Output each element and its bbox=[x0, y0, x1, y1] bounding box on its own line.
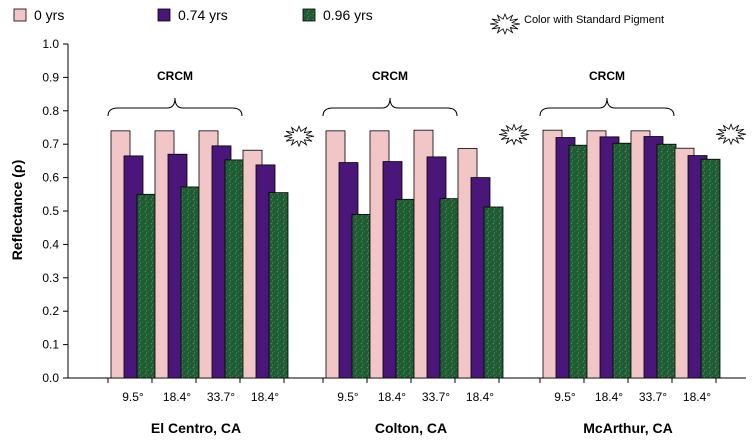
starburst-icon bbox=[283, 125, 315, 148]
group-label: McArthur, CA bbox=[583, 420, 672, 436]
x-tick-label: 9.5° bbox=[337, 390, 359, 404]
y-tick-label: 0.3 bbox=[42, 271, 59, 285]
bar-096yrs bbox=[180, 186, 201, 379]
crcm-label: CRCM bbox=[372, 69, 408, 83]
bars bbox=[110, 123, 747, 379]
y-tick-label: 0.0 bbox=[42, 371, 59, 385]
bar-096yrs bbox=[612, 142, 633, 379]
category-labels: 9.5° 18.4° 33.7° 18.4° CRCM El Centro, CA 9.5°… bbox=[107, 69, 711, 436]
crcm-brace bbox=[539, 97, 675, 117]
legend-label-096yrs: 0.96 yrs bbox=[323, 7, 373, 23]
bar-096yrs bbox=[136, 193, 157, 379]
x-tick-label: 33.7° bbox=[422, 390, 450, 404]
bar-096yrs bbox=[268, 192, 289, 379]
group-label: Colton, CA bbox=[375, 420, 447, 436]
bar-096yrs bbox=[224, 159, 245, 379]
crcm-brace bbox=[322, 97, 458, 117]
bar-096yrs bbox=[700, 158, 721, 379]
y-tick-label: 0.2 bbox=[42, 304, 59, 318]
y-tick-label: 0.6 bbox=[42, 171, 59, 185]
crcm-label: CRCM bbox=[589, 69, 625, 83]
x-tick-label: 33.7° bbox=[639, 390, 667, 404]
y-tick-label: 0.9 bbox=[42, 70, 59, 84]
y-tick-label: 0.7 bbox=[42, 137, 59, 151]
x-tick-label: 18.4° bbox=[595, 390, 623, 404]
legend-swatch-0yrs bbox=[13, 8, 27, 22]
x-tick-label: 18.4° bbox=[378, 390, 406, 404]
legend-label-074yrs: 0.74 yrs bbox=[178, 7, 228, 23]
y-tick-label: 0.4 bbox=[42, 237, 59, 251]
bar-096yrs bbox=[568, 144, 589, 379]
bar-096yrs bbox=[656, 143, 677, 379]
y-tick-label: 0.1 bbox=[42, 338, 59, 352]
crcm-label: CRCM bbox=[157, 69, 193, 83]
x-tick-label: 18.4° bbox=[163, 390, 191, 404]
legend-swatch-074yrs bbox=[157, 8, 171, 22]
x-tick-label: 33.7° bbox=[207, 390, 235, 404]
x-tick-label: 9.5° bbox=[122, 390, 144, 404]
bar-096yrs bbox=[351, 213, 372, 379]
x-tick-label: 18.4° bbox=[683, 390, 711, 404]
group-label: El Centro, CA bbox=[151, 420, 241, 436]
starburst-icon bbox=[489, 12, 521, 36]
bar-096yrs bbox=[395, 198, 416, 379]
y-tick-label: 1.0 bbox=[42, 37, 59, 51]
x-tick-label: 9.5° bbox=[554, 390, 576, 404]
legend-label-0yrs: 0 yrs bbox=[34, 7, 64, 23]
y-tick-label: 0.5 bbox=[42, 204, 59, 218]
starburst-icon bbox=[498, 123, 530, 146]
y-axis-title: Reflectance (ρ) bbox=[9, 160, 25, 260]
y-tick-label: 0.8 bbox=[42, 104, 59, 118]
bar-096yrs bbox=[483, 206, 504, 379]
x-tick-label: 18.4° bbox=[251, 390, 279, 404]
legend: 0 yrs 0.74 yrs 0.96 yrs Color with Stand… bbox=[13, 7, 664, 36]
legend-swatch-096yrs bbox=[302, 8, 316, 22]
bar-096yrs bbox=[439, 198, 460, 379]
legend-label-standard-pigment: Color with Standard Pigment bbox=[524, 14, 664, 26]
starburst-icon bbox=[715, 123, 747, 146]
x-tick-label: 18.4° bbox=[466, 390, 494, 404]
crcm-brace bbox=[107, 97, 243, 117]
